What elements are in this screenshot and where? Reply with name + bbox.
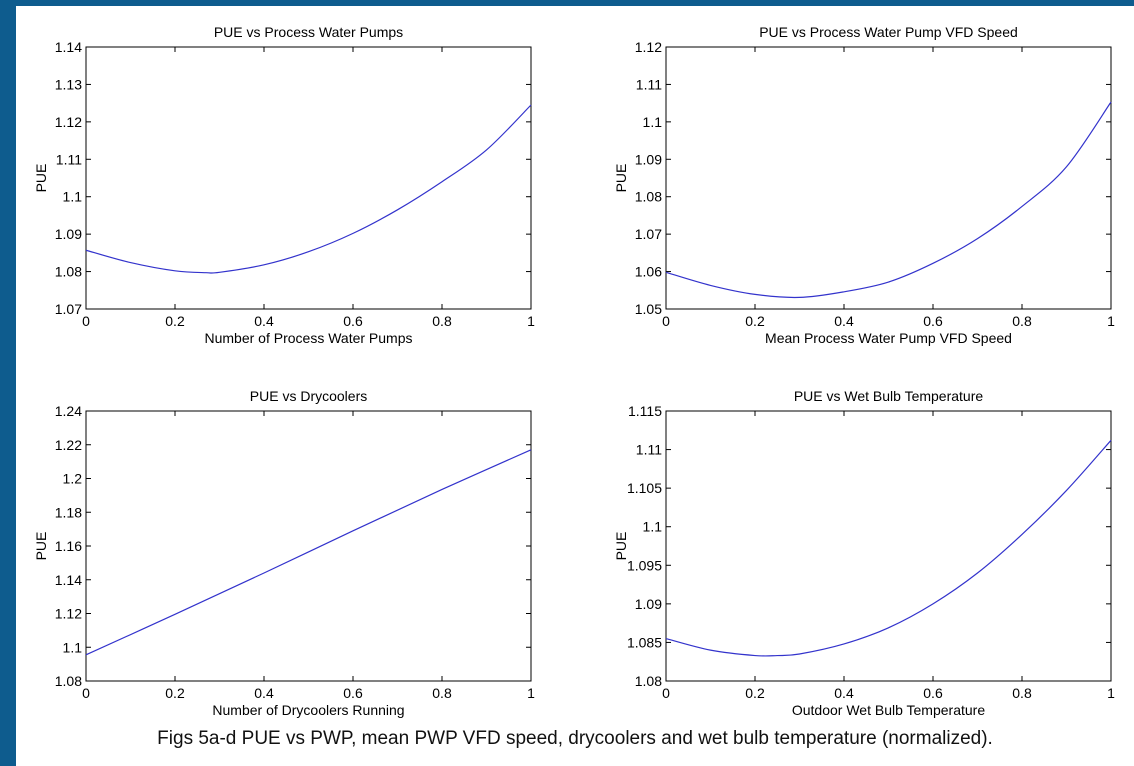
y-tick-label: 1.11 <box>636 76 662 92</box>
x-axis-label: Mean Process Water Pump VFD Speed <box>765 330 1012 346</box>
x-tick-label: 0.8 <box>1012 313 1032 329</box>
x-tick-label: 0.8 <box>1012 685 1032 701</box>
y-tick-label: 1.13 <box>55 76 82 92</box>
x-tick-label: 0.4 <box>834 313 854 329</box>
chart-title: PUE vs Wet Bulb Temperature <box>794 388 984 404</box>
plot-area-frame <box>85 410 532 682</box>
y-tick-label: 1.12 <box>55 606 82 622</box>
y-tick-label: 1.06 <box>635 264 662 280</box>
chart-panel-2: PUE vs Process Water Pump VFD Speed 0 0.2 0… <box>613 24 1115 346</box>
chart-grid: PUE vs Process Water Pumps 0 0.2 0.4 0.6 0.8 1… <box>33 24 1115 718</box>
x-tick-label: 0.6 <box>923 685 943 701</box>
series-line-1 <box>665 439 1112 657</box>
y-tick-label: 1.1 <box>63 189 83 205</box>
x-tick-label: 1 <box>527 313 535 329</box>
y-tick-label: 1.12 <box>635 39 662 55</box>
y-tick-label: 1.14 <box>55 572 82 588</box>
y-axis-label: PUE <box>613 164 629 193</box>
y-tick-label: 1.22 <box>55 437 82 453</box>
y-tick-label: 1.09 <box>635 596 662 612</box>
plot-area-frame <box>665 410 1112 682</box>
plot-area-frame <box>665 46 1112 310</box>
y-tick-label: 1.08 <box>635 189 662 205</box>
y-tick-label: 1.08 <box>55 264 82 280</box>
y-tick-label: 1.07 <box>635 226 662 242</box>
y-tick-label: 1.1 <box>643 519 663 535</box>
x-tick-label: 1 <box>527 685 535 701</box>
y-tick-label: 1.2 <box>63 471 83 487</box>
x-tick-label: 0 <box>82 685 90 701</box>
series-line-1 <box>85 104 532 274</box>
x-tick-label: 0.4 <box>254 685 274 701</box>
x-tick-label: 0.4 <box>834 685 854 701</box>
series-line-1 <box>665 101 1112 299</box>
chart-title: PUE vs Process Water Pump VFD Speed <box>759 24 1018 40</box>
x-tick-label: 0.8 <box>432 685 452 701</box>
x-axis-label: Number of Drycoolers Running <box>212 702 404 718</box>
x-tick-label: 0.8 <box>432 313 452 329</box>
figure-caption: Figs 5a-d PUE vs PWP, mean PWP VFD speed… <box>157 728 993 749</box>
y-tick-label: 1.09 <box>55 226 82 242</box>
chart-panel-1: PUE vs Process Water Pumps 0 0.2 0.4 0.6 0.8 1… <box>33 24 535 346</box>
y-axis-label: PUE <box>613 532 629 561</box>
y-tick-label: 1.105 <box>627 480 662 496</box>
x-tick-label: 0.6 <box>343 685 363 701</box>
plot-area-frame <box>85 46 532 310</box>
y-axis-label: PUE <box>33 164 49 193</box>
top-frame-bar <box>0 0 1134 6</box>
y-tick-label: 1.05 <box>635 301 662 317</box>
x-axis-label: Outdoor Wet Bulb Temperature <box>792 702 985 718</box>
chart-title: PUE vs Process Water Pumps <box>214 24 403 40</box>
x-tick-label: 0 <box>82 313 90 329</box>
y-tick-label: 1.08 <box>55 673 82 689</box>
x-tick-label: 0.2 <box>165 685 185 701</box>
y-tick-label: 1.12 <box>55 114 82 130</box>
chart-panel-3: PUE vs Drycoolers 0 0.2 0.4 0.6 0.8 1 1.08 1.1 1.… <box>33 388 535 718</box>
y-tick-label: 1.16 <box>55 538 82 554</box>
y-tick-label: 1.18 <box>55 504 82 520</box>
x-tick-label: 1 <box>1107 685 1115 701</box>
y-tick-label: 1.11 <box>56 151 82 167</box>
x-tick-label: 0.2 <box>745 313 765 329</box>
y-tick-label: 1.1 <box>63 639 83 655</box>
y-tick-label: 1.09 <box>635 151 662 167</box>
y-tick-label: 1.24 <box>55 403 82 419</box>
y-tick-label: 1.085 <box>627 634 662 650</box>
x-tick-label: 1 <box>1107 313 1115 329</box>
series-line-1 <box>85 449 532 656</box>
y-tick-label: 1.095 <box>627 557 662 573</box>
chart-panel-4: PUE vs Wet Bulb Temperature 0 0.2 0.4 0.6 0.8… <box>613 388 1115 718</box>
y-tick-label: 1.08 <box>635 673 662 689</box>
x-tick-label: 0 <box>662 313 670 329</box>
left-frame-bar <box>0 0 16 766</box>
y-tick-label: 1.07 <box>55 301 82 317</box>
chart-title: PUE vs Drycoolers <box>250 388 367 404</box>
x-tick-label: 0.6 <box>343 313 363 329</box>
x-tick-label: 0.2 <box>165 313 185 329</box>
y-tick-label: 1.115 <box>628 403 662 419</box>
y-tick-label: 1.11 <box>636 442 662 458</box>
y-tick-label: 1.1 <box>643 114 663 130</box>
x-tick-label: 0.2 <box>745 685 765 701</box>
x-axis-label: Number of Process Water Pumps <box>205 330 413 346</box>
x-tick-label: 0.4 <box>254 313 274 329</box>
x-tick-label: 0.6 <box>923 313 943 329</box>
x-tick-label: 0 <box>662 685 670 701</box>
y-tick-label: 1.14 <box>55 39 82 55</box>
y-axis-label: PUE <box>33 532 49 561</box>
